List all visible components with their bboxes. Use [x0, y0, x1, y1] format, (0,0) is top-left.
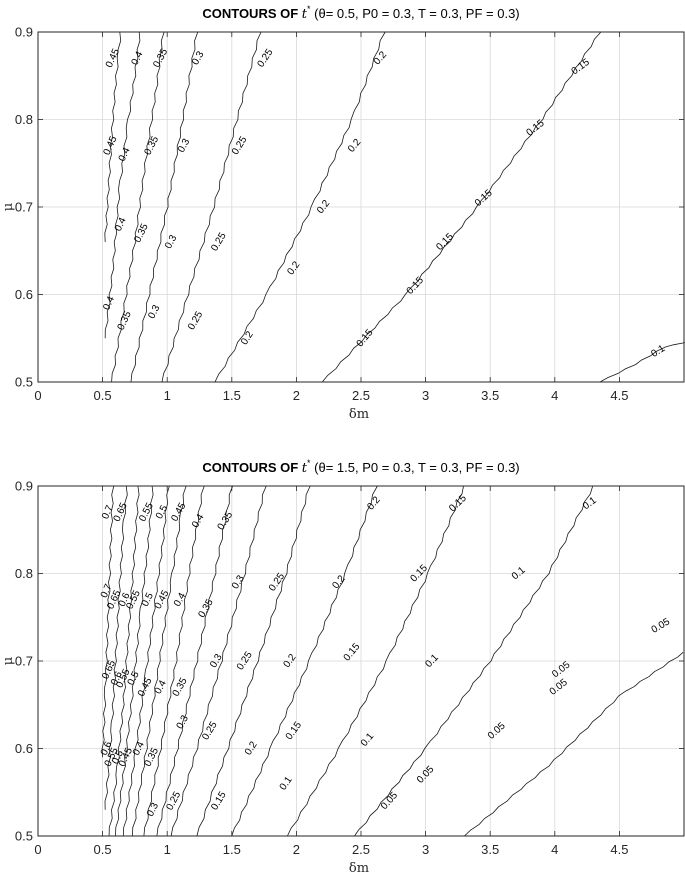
x-tick-label: 1	[164, 388, 171, 403]
title-open: (θ=	[311, 6, 337, 21]
x-tick-label: 0	[34, 388, 41, 403]
chart-title: CONTOURS OF t* (θ= 1.5, P0 = 0.3, T = 0.…	[202, 458, 519, 476]
y-tick-label: 0.6	[15, 287, 33, 302]
x-axis: 0 0.5 1 1.5 2 2.5 3 3.5 4 4.5	[34, 32, 628, 403]
x-tick-label: 2	[293, 842, 300, 857]
contour-line-0.1	[599, 342, 685, 383]
y-axis-label: μ	[1, 657, 16, 665]
contour-line-0.2	[231, 485, 378, 837]
x-tick-label: 3	[422, 388, 429, 403]
contour-line-0.45	[104, 31, 122, 243]
x-tick-label: 1	[164, 842, 171, 857]
contour-label: 0.4	[117, 146, 133, 164]
contour-line-0.4	[104, 31, 141, 339]
x-tick-label: 0	[34, 842, 41, 857]
contour-label: 0.5	[110, 748, 126, 766]
contour-line-0.3	[170, 485, 267, 837]
contour-line-0.25	[196, 485, 311, 837]
y-tick-label: 0.5	[15, 375, 33, 390]
x-tick-label: 3	[422, 842, 429, 857]
x-tick-label: 4	[551, 842, 558, 857]
title-theta: 1.5	[337, 460, 355, 475]
title-prefix: CONTOURS OF	[202, 6, 301, 21]
x-tick-label: 2	[293, 388, 300, 403]
title-params: , P0 = 0.3, T = 0.3, PF = 0.3)	[355, 460, 520, 475]
title-variable: t	[302, 7, 308, 22]
contour-label: 0.6	[117, 591, 133, 609]
x-axis-label: δm	[349, 407, 369, 422]
y-axis-label: μ	[1, 203, 16, 211]
x-tick-label: 0.5	[94, 842, 112, 857]
x-axis-label: δm	[349, 861, 369, 876]
contour-label: 0.4	[101, 294, 117, 312]
x-axis: 0 0.5 1 1.5 2 2.5 3 3.5 4 4.5	[34, 486, 628, 857]
contour-line-0.6	[108, 485, 140, 837]
title-params: , P0 = 0.3, T = 0.3, PF = 0.3)	[355, 6, 520, 21]
contour-line-0.45	[131, 485, 187, 837]
contour-line-0.1	[354, 485, 594, 837]
contour-line-0.3	[130, 31, 199, 383]
x-tick-label: 3.5	[481, 842, 499, 857]
title-superscript: *	[307, 458, 311, 468]
y-tick-label: 0.8	[15, 112, 33, 127]
contour-line-0.7	[101, 485, 115, 758]
y-tick-label: 0.8	[15, 566, 33, 581]
contour-line-0.65	[104, 485, 128, 810]
contour-line-0.55	[115, 485, 154, 837]
x-tick-label: 4	[551, 388, 558, 403]
x-tick-label: 4.5	[610, 842, 628, 857]
x-tick-label: 1.5	[223, 842, 241, 857]
y-tick-label: 0.5	[15, 829, 33, 844]
y-tick-label: 0.9	[15, 25, 33, 40]
contour-line-0.05	[464, 652, 684, 837]
contour-lines	[101, 485, 684, 837]
x-tick-label: 2.5	[352, 842, 370, 857]
contour-chart-1: 0.450.450.40.40.40.40.350.350.350.350.30…	[1, 4, 685, 422]
contour-line-0.5	[122, 485, 170, 837]
title-theta: 0.5	[337, 6, 355, 21]
title-superscript: *	[307, 4, 311, 14]
title-open: (θ=	[311, 460, 337, 475]
x-tick-label: 4.5	[610, 388, 628, 403]
x-tick-label: 3.5	[481, 388, 499, 403]
contour-label: 0.6	[99, 740, 115, 758]
x-tick-label: 0.5	[94, 388, 112, 403]
y-tick-label: 0.6	[15, 741, 33, 756]
y-tick-label: 0.7	[15, 654, 33, 669]
x-tick-label: 2.5	[352, 388, 370, 403]
y-tick-label: 0.7	[15, 200, 33, 215]
contour-label: 0.7	[100, 503, 116, 521]
contour-label: 0.7	[99, 582, 115, 600]
y-tick-label: 0.9	[15, 479, 33, 494]
contour-line-0.15	[321, 31, 602, 383]
chart-title: CONTOURS OF t* (θ= 0.5, P0 = 0.3, T = 0.…	[202, 4, 519, 22]
x-tick-label: 1.5	[223, 388, 241, 403]
contour-lines	[104, 31, 685, 383]
y-axis: 0.5 0.6 0.7 0.8 0.9	[15, 25, 684, 390]
contour-line-0.35	[156, 485, 234, 837]
contour-line-0.35	[111, 31, 165, 383]
title-prefix: CONTOURS OF	[202, 460, 301, 475]
contour-label: 0.6	[109, 670, 125, 688]
y-axis: 0.50.60.70.80.9	[15, 479, 684, 844]
contour-line-0.2	[214, 31, 386, 383]
contour-line-0.25	[161, 31, 262, 383]
title-variable: t	[302, 461, 308, 476]
contour-line-0.4	[143, 485, 205, 837]
contour-line-0.15	[287, 485, 464, 837]
contour-chart-2: 0.70.65 0.550.5 0.45 0.4 0.350.70.650.60.550…	[1, 458, 685, 876]
contour-label: 0.4	[113, 216, 129, 234]
